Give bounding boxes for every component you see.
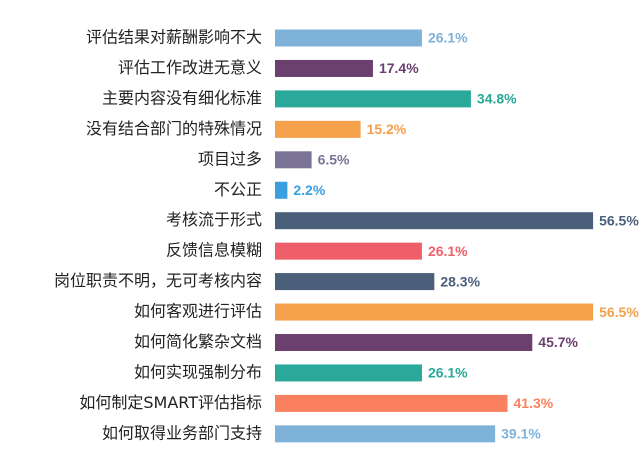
value-label: 56.5% [599,212,639,228]
category-label: 没有结合部门的特殊情况 [86,119,262,138]
category-label: 考核流于形式 [166,210,262,229]
value-label: 28.3% [440,273,480,289]
bar [275,273,435,291]
bar [275,364,422,382]
category-label: 如何简化繁杂文档 [134,332,262,351]
value-label: 26.1% [428,243,468,259]
value-label: 15.2% [367,121,407,137]
value-label: 39.1% [501,426,541,442]
category-label: 评估工作改进无意义 [118,58,262,77]
value-label: 6.5% [318,152,350,168]
bar [275,334,533,351]
bar [275,120,361,138]
value-label: 34.8% [477,91,517,107]
category-label: 主要内容没有细化标准 [102,88,262,107]
bar [275,242,422,260]
bar [275,59,373,77]
bar [275,151,312,169]
category-label: 反馈信息模糊 [166,241,262,260]
bar [275,303,594,321]
value-label: 45.7% [538,334,578,350]
category-label: 不公正 [214,180,262,199]
category-label: 评估结果对薪酬影响不大 [86,28,262,47]
category-label: 如何制定SMART评估指标 [79,393,262,412]
category-label: 岗位职责不明，无可考核内容 [54,271,262,290]
bar [275,90,471,108]
category-label: 如何实现强制分布 [134,362,262,381]
value-label: 2.2% [293,182,325,198]
category-label: 如何客观进行评估 [134,302,262,321]
value-label: 56.5% [599,304,639,320]
value-label: 17.4% [379,60,419,76]
bar [275,181,288,199]
value-label: 41.3% [514,395,554,411]
bar [275,394,508,412]
category-label: 如何取得业务部门支持 [102,423,262,442]
value-label: 26.1% [428,365,468,381]
bar [275,212,594,230]
bar [275,29,422,47]
bar [275,425,496,443]
category-label: 项目过多 [198,149,262,168]
value-label: 26.1% [428,30,468,46]
